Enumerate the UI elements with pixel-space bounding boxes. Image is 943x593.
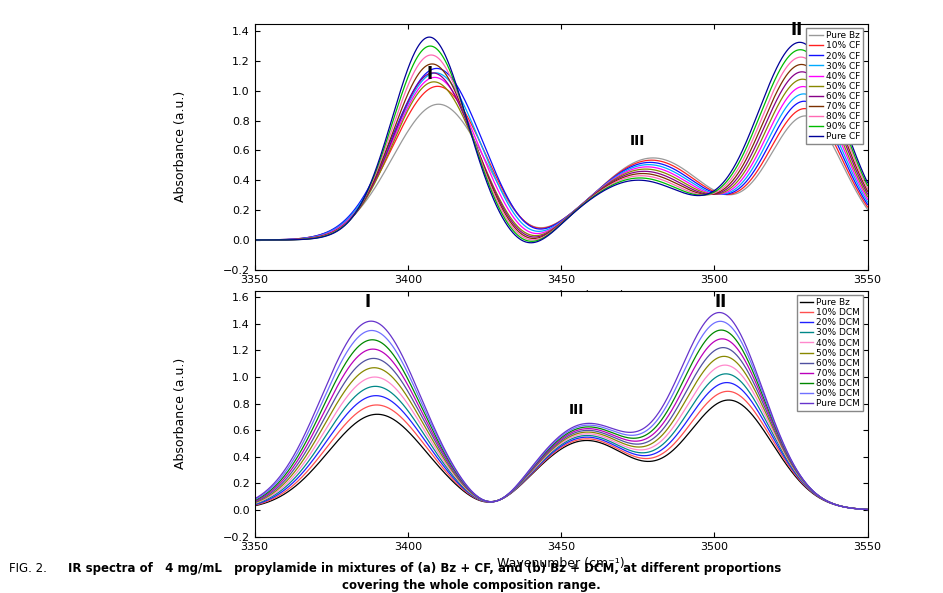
Text: IR spectra of  4 mg/mL  propylamide in mixtures of (a) Bz + CF, and (b) Bz + DCM: IR spectra of 4 mg/mL propylamide in mix… [68,562,781,575]
X-axis label: Wavenumber (cm⁻¹): Wavenumber (cm⁻¹) [497,290,625,303]
Text: FIG. 2.: FIG. 2. [9,562,51,575]
Text: I: I [426,65,432,84]
Legend: Pure Bz, 10% DCM, 20% DCM, 30% DCM, 40% DCM, 50% DCM, 60% DCM, 70% DCM, 80% DCM,: Pure Bz, 10% DCM, 20% DCM, 30% DCM, 40% … [797,295,863,411]
Y-axis label: Absorbance (a.u.): Absorbance (a.u.) [174,358,187,469]
Text: III: III [630,133,645,148]
Text: II: II [791,21,803,39]
Text: covering the whole composition range.: covering the whole composition range. [342,579,601,592]
Text: II: II [715,292,726,311]
Y-axis label: Absorbance (a.u.): Absorbance (a.u.) [174,91,187,202]
Text: I: I [365,292,371,311]
Text: III: III [569,403,584,417]
Legend: Pure Bz, 10% CF, 20% CF, 30% CF, 40% CF, 50% CF, 60% CF, 70% CF, 80% CF, 90% CF,: Pure Bz, 10% CF, 20% CF, 30% CF, 40% CF,… [806,28,863,144]
X-axis label: Wavenumber (cm⁻¹): Wavenumber (cm⁻¹) [497,557,625,570]
